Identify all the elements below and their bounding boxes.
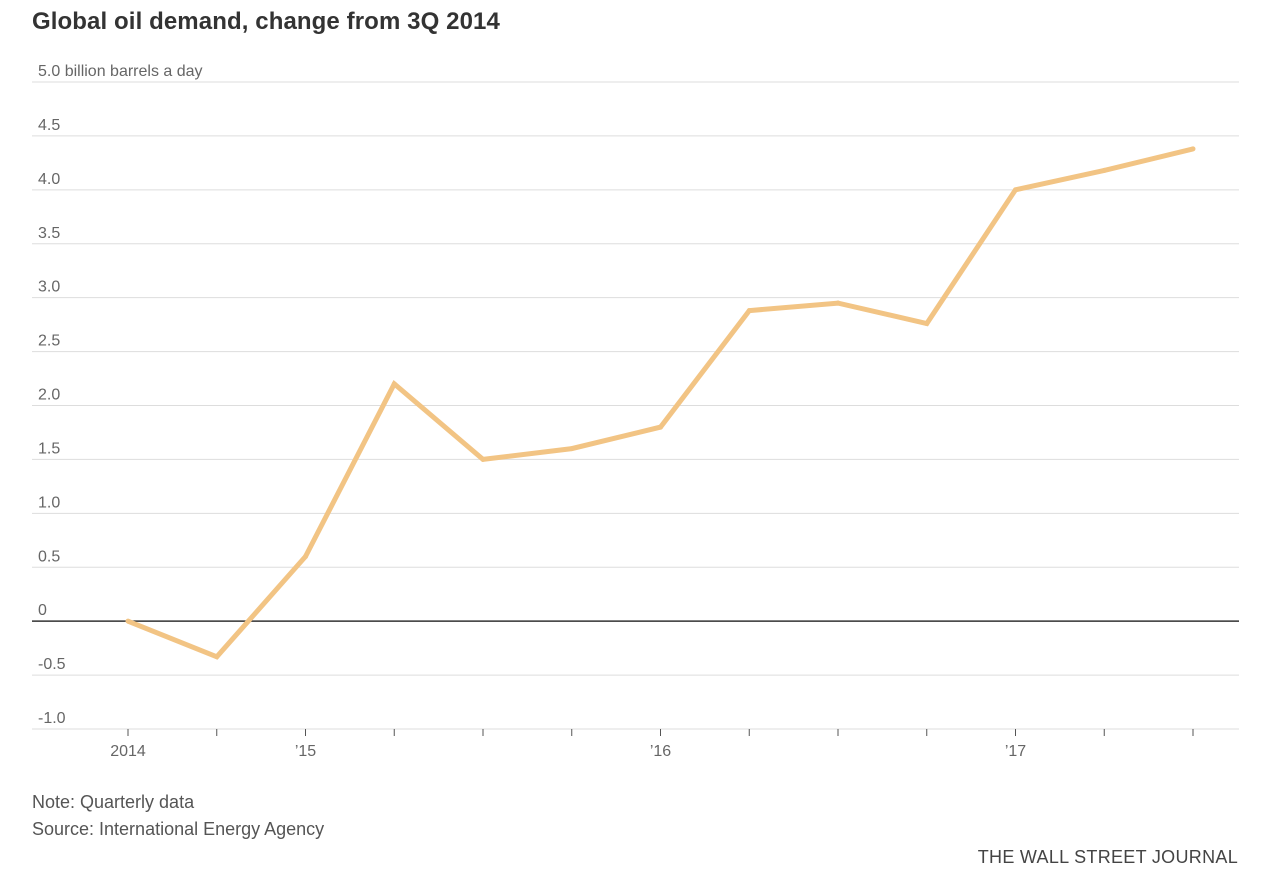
data-point (480, 456, 486, 462)
y-tick-label: 3.5 (38, 225, 60, 242)
y-tick-label: 5.0 billion barrels a day (38, 63, 203, 80)
x-tick-label: ’17 (1005, 743, 1026, 760)
data-point (835, 300, 841, 306)
y-axis-tick-labels: 5.0 billion barrels a day 4.5 4.0 3.5 3.0 2.5… (38, 63, 203, 727)
chart-note: Note: Quarterly data (32, 792, 195, 812)
data-point (214, 654, 220, 660)
x-tick-label: ’16 (650, 743, 671, 760)
gridlines (32, 81, 1239, 730)
y-tick-label: 4.5 (38, 117, 60, 134)
y-tick-label: -0.5 (38, 656, 66, 673)
y-tick-label: 0.5 (38, 548, 60, 565)
chart-source: Source: International Energy Agency (32, 819, 325, 839)
x-axis: 2014 ’15 ’16 ’17 (110, 729, 1194, 760)
data-point (569, 446, 575, 452)
data-point (1013, 187, 1018, 193)
data-point (924, 321, 930, 327)
data-point (303, 553, 308, 559)
chart-title: Global oil demand, change from 3Q 2014 (32, 8, 500, 35)
data-point (1190, 146, 1196, 152)
publisher-brand: THE WALL STREET JOURNAL (977, 847, 1238, 867)
y-tick-label: 2.0 (38, 387, 60, 404)
x-tick-label: ’15 (295, 743, 316, 760)
data-point (391, 381, 397, 387)
y-tick-label: 4.0 (38, 171, 60, 188)
y-tick-label: 1.5 (38, 440, 60, 457)
y-tick-label: 0 (38, 602, 47, 619)
series-line-0 (127, 146, 1194, 660)
y-tick-label: 1.0 (38, 494, 60, 511)
data-point (1101, 167, 1107, 173)
x-tick-label: 2014 (110, 743, 146, 760)
y-tick-label: 2.5 (38, 333, 60, 350)
series-layer (125, 146, 1196, 660)
data-point (746, 308, 752, 314)
y-tick-label: 3.0 (38, 279, 60, 296)
y-tick-label: -1.0 (38, 710, 66, 727)
data-point (125, 618, 131, 624)
data-point (658, 424, 663, 430)
